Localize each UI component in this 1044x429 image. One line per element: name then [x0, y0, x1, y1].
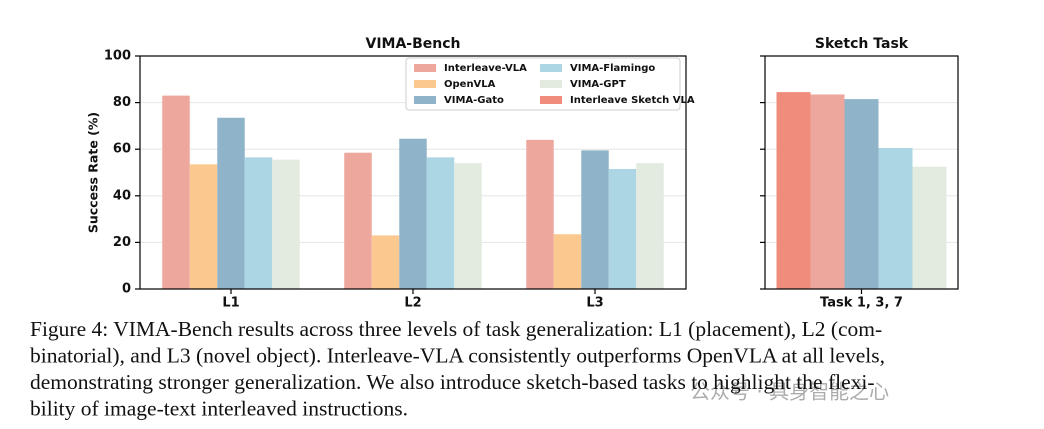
bar [426, 157, 455, 289]
legend-swatch [414, 64, 436, 72]
legend-label: VIMA-GPT [570, 79, 626, 90]
legend-swatch [540, 96, 562, 104]
bar [810, 94, 845, 289]
bar [162, 95, 190, 289]
caption-line: demonstrating stronger generalization. W… [30, 370, 875, 394]
y-tick-label: 0 [122, 282, 131, 297]
legend-label: Interleave-VLA [444, 63, 527, 74]
y-tick-label: 40 [113, 188, 131, 203]
y-tick-label: 60 [113, 142, 131, 157]
caption-line: binatorial), and L3 (novel object). Inte… [30, 344, 885, 368]
bar [878, 148, 913, 289]
legend-swatch [414, 96, 436, 104]
caption-line: bility of image-text interleaved instruc… [30, 397, 408, 421]
watermark: 公众号 · 具身智能之心 [690, 380, 889, 404]
legend-label: VIMA-Gato [444, 95, 504, 106]
legend-swatch [540, 80, 562, 88]
bar [272, 159, 300, 289]
bar [636, 163, 664, 289]
legend-label: Interleave Sketch VLA [570, 95, 695, 106]
legend-label: OpenVLA [444, 79, 496, 90]
bar [371, 235, 400, 289]
bar [217, 117, 245, 290]
bar [526, 139, 554, 289]
bar [454, 163, 482, 289]
y-tick-label: 80 [113, 95, 131, 110]
x-tick-label: L3 [586, 296, 603, 311]
legend-swatch [414, 80, 436, 88]
bar [844, 99, 879, 289]
x-tick-label: Task 1, 3, 7 [820, 296, 903, 311]
bar [399, 138, 427, 289]
bar [189, 164, 218, 289]
chart-title: Sketch Task [815, 36, 909, 52]
bar [581, 150, 609, 289]
bar [244, 157, 273, 289]
bar [776, 92, 811, 290]
chart-title: VIMA-Bench [365, 36, 460, 52]
bar [912, 166, 947, 289]
legend-label: VIMA-Flamingo [570, 63, 655, 74]
x-tick-label: L1 [222, 296, 239, 311]
y-tick-label: 20 [113, 235, 131, 250]
bar [553, 234, 582, 289]
x-tick-label: L2 [404, 296, 421, 311]
bar [344, 152, 372, 289]
y-tick-label: 100 [104, 49, 131, 64]
legend-swatch [540, 64, 562, 72]
bar [608, 169, 637, 289]
caption-line: Figure 4: VIMA-Bench results across thre… [30, 317, 882, 341]
y-axis-label: Success Rate (%) [86, 112, 101, 233]
